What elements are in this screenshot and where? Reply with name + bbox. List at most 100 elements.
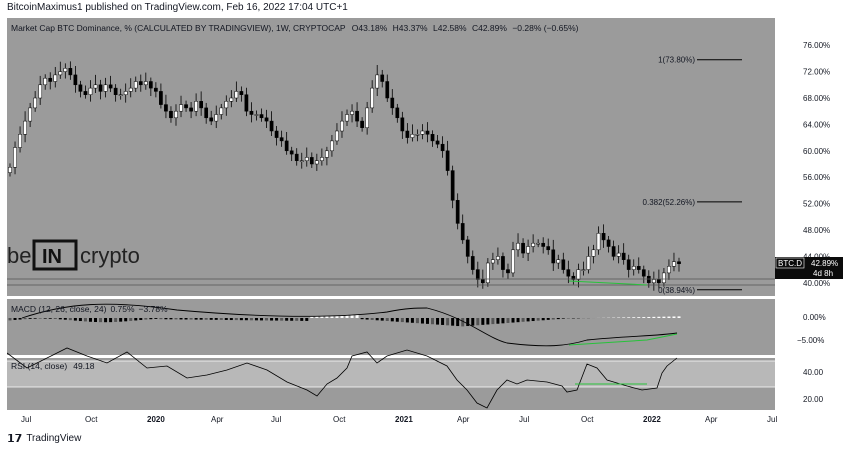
candle-down xyxy=(289,150,294,155)
macd-bar xyxy=(415,318,419,324)
macd-bar xyxy=(461,318,465,327)
macd-bar xyxy=(345,315,349,318)
chart-frame[interactable]: be IN crypto 1(73.80%) 0.382(52.26%) 0(38.… xyxy=(6,18,843,428)
candle-down xyxy=(148,81,153,89)
macd-bar xyxy=(58,318,62,320)
macd-bar xyxy=(224,318,228,320)
macd-bar xyxy=(350,314,354,318)
candle-down xyxy=(611,246,616,257)
candle-up xyxy=(179,104,183,112)
time-axis-bg xyxy=(7,410,843,428)
price-axis[interactable]: 76.00% 72.00% 68.00% 64.00% 60.00% 56.00% 52.0… xyxy=(803,41,830,288)
macd-bar xyxy=(466,318,470,327)
candle-up xyxy=(118,94,123,96)
candle-up xyxy=(254,114,259,116)
macd-bar xyxy=(420,318,424,324)
macd-bar xyxy=(335,315,339,318)
macd-bar xyxy=(194,318,198,320)
candle-down xyxy=(475,269,480,280)
candle-up xyxy=(516,242,520,251)
macd-bar xyxy=(254,318,258,321)
candle-up xyxy=(58,71,63,76)
candle-up xyxy=(531,242,535,247)
candle-down xyxy=(249,110,254,115)
macd-bar xyxy=(516,318,520,323)
time-axis-tick-12: Jul xyxy=(767,415,777,424)
candle-down xyxy=(636,266,641,270)
macd-bar xyxy=(662,316,666,318)
candle-down xyxy=(646,275,651,284)
macd-bar xyxy=(33,318,37,319)
macd-bar xyxy=(365,318,369,320)
candle-down xyxy=(430,134,435,142)
price-axis-tick-1: 72.00% xyxy=(803,68,830,77)
candle-down xyxy=(48,77,53,82)
candle-up xyxy=(13,147,17,168)
candle-up xyxy=(304,157,309,161)
macd-bar xyxy=(637,317,641,318)
candle-down xyxy=(677,261,681,264)
price-axis-tick-0: 76.00% xyxy=(803,41,830,50)
candle-up xyxy=(345,114,349,122)
macd-axis-tick-1: −5.00% xyxy=(797,336,824,345)
candle-up xyxy=(526,246,530,254)
candle-down xyxy=(138,81,143,86)
candle-down xyxy=(274,130,279,138)
candle-up xyxy=(536,242,541,245)
candle-up xyxy=(335,130,339,142)
macd-histogram xyxy=(8,314,681,327)
macd-bar xyxy=(436,318,440,325)
macd-bar xyxy=(531,318,535,322)
candle-down xyxy=(561,259,566,270)
candle-down xyxy=(521,242,525,254)
beincrypto-watermark: be IN crypto xyxy=(7,239,140,271)
time-axis-tick-3: Apr xyxy=(211,415,224,424)
candle-up xyxy=(314,160,319,165)
candle-up xyxy=(420,130,425,135)
candle-down xyxy=(440,143,445,152)
macd-bar xyxy=(486,318,490,325)
candle-up xyxy=(365,107,369,128)
macd-bar xyxy=(265,318,269,321)
macd-bar xyxy=(456,318,460,327)
macd-bar xyxy=(23,318,27,320)
macd-bar xyxy=(410,318,414,323)
candle-down xyxy=(264,117,269,122)
published-line: BitcoinMaximus1 published on TradingView… xyxy=(7,2,348,13)
macd-bar xyxy=(425,318,429,324)
macd-bar xyxy=(315,316,319,318)
price-axis-tick-2: 68.00% xyxy=(803,94,830,103)
candle-up xyxy=(370,87,375,109)
candle-up xyxy=(234,91,239,99)
rsi-axis-tick-1: 20.00 xyxy=(803,395,824,404)
candle-up xyxy=(23,120,27,135)
candle-down xyxy=(78,84,83,92)
candle-down xyxy=(199,101,203,109)
candle-down xyxy=(309,157,314,165)
candle-up xyxy=(33,97,38,109)
macd-bar xyxy=(441,318,445,325)
macd-bar xyxy=(53,318,57,319)
macd-bar xyxy=(229,318,233,321)
candle-up xyxy=(631,266,636,270)
candle-up xyxy=(651,279,656,284)
candle-up xyxy=(375,74,380,89)
candle-down xyxy=(546,246,551,251)
macd-bar xyxy=(546,318,550,320)
macd-bar xyxy=(124,318,128,322)
time-axis[interactable]: Jul Oct 2020 Apr Jul Oct 2021 Apr Jul Oct 2022 Apr J… xyxy=(21,415,777,424)
candle-down xyxy=(450,170,455,201)
price-axis-tick-3: 64.00% xyxy=(803,120,830,129)
candle-up xyxy=(511,249,515,274)
macd-bar xyxy=(390,318,394,322)
macd-bar xyxy=(290,318,294,321)
macd-bar xyxy=(260,318,264,321)
chart-svg[interactable]: be IN crypto 1(73.80%) 0.382(52.26%) 0(38.… xyxy=(6,18,843,428)
price-divergence-line xyxy=(568,280,648,286)
macd-bar xyxy=(199,318,203,320)
candle-up xyxy=(556,259,561,264)
macd-bar xyxy=(209,318,213,320)
candle-up xyxy=(174,110,178,119)
time-axis-tick-0: Jul xyxy=(21,415,31,424)
rsi-axis-tick-0: 40.00 xyxy=(803,368,824,377)
